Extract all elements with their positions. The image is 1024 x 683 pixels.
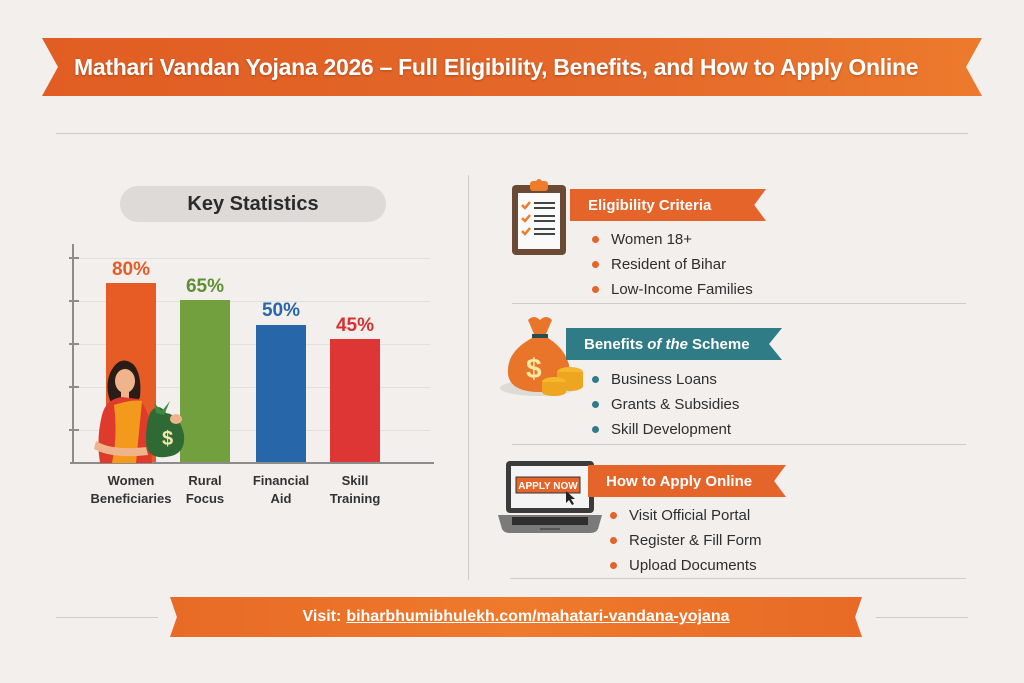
section-divider (512, 444, 966, 445)
bar-rural-focus (180, 300, 230, 463)
gridline (74, 258, 430, 259)
bar-financial-aid (256, 325, 306, 463)
bullet-icon (592, 261, 599, 268)
footer-rule-left (56, 617, 158, 618)
x-label: Women Beneficiaries (90, 473, 172, 506)
list-item: Low-Income Families (592, 277, 753, 302)
list-item: Women 18+ (592, 227, 753, 252)
x-label: Rural Focus (185, 473, 225, 506)
key-statistics-heading: Key Statistics (120, 186, 386, 222)
woman-with-money-bag-icon: $ (94, 360, 185, 463)
column-divider (468, 175, 469, 580)
y-axis (72, 244, 74, 464)
bar-value: 80% (111, 259, 151, 280)
footer-rule-right (876, 617, 968, 618)
bullet-icon (592, 376, 599, 383)
gridline (74, 301, 430, 302)
svg-text:$: $ (526, 353, 542, 384)
apply-ribbon: How to Apply Online (588, 465, 786, 497)
y-tick (69, 257, 79, 259)
laptop-icon: APPLY NOW (498, 461, 602, 533)
list-item: Resident of Bihar (592, 252, 753, 277)
bullet-icon (592, 236, 599, 243)
list-item: Register & Fill Form (610, 528, 762, 553)
bullet-icon (592, 401, 599, 408)
list-item: Grants & Subsidies (592, 392, 739, 417)
x-label: Financial Aid (252, 473, 310, 506)
list-item: Skill Development (592, 417, 739, 442)
apply-list: Visit Official Portal Register & Fill Fo… (610, 503, 762, 578)
svg-text:APPLY NOW: APPLY NOW (518, 481, 578, 492)
svg-text:$: $ (162, 428, 173, 450)
benefits-ribbon: Benefits of the Scheme (566, 328, 782, 360)
y-tick (69, 386, 79, 388)
bar-value: 50% (261, 300, 301, 321)
clipboard-checklist-icon (512, 179, 566, 255)
bar-value: 65% (185, 276, 225, 297)
eligibility-list: Women 18+ Resident of Bihar Low-Income F… (592, 227, 753, 302)
bullet-icon (592, 426, 599, 433)
bullet-icon (610, 512, 617, 519)
footer-prefix: Visit: (302, 608, 342, 625)
top-divider (56, 133, 968, 134)
gridline (74, 344, 430, 345)
page-title: Mathari Vandan Yojana 2026 – Full Eligib… (74, 53, 919, 80)
y-tick (69, 300, 79, 302)
money-bag-icon: $ (500, 317, 583, 396)
bullet-icon (592, 286, 599, 293)
bar-value: 45% (335, 315, 375, 336)
eligibility-ribbon: Eligibility Criteria (570, 189, 766, 221)
gridline (74, 430, 430, 431)
gridline (74, 387, 430, 388)
list-item: Visit Official Portal (610, 503, 762, 528)
bullet-icon (610, 537, 617, 544)
x-axis (70, 462, 434, 464)
y-tick (69, 343, 79, 345)
list-item: Business Loans (592, 367, 739, 392)
bullet-icon (610, 562, 617, 569)
title-banner: Mathari Vandan Yojana 2026 – Full Eligib… (42, 38, 982, 96)
benefits-list: Business Loans Grants & Subsidies Skill … (592, 367, 739, 442)
footer-url-link[interactable]: biharbhumibhulekh.com/mahatari-vandana-y… (346, 608, 730, 625)
bar-skill-training (330, 339, 380, 463)
list-item: Upload Documents (610, 553, 762, 578)
footer-banner: Visit: biharbhumibhulekh.com/mahatari-va… (170, 597, 862, 637)
section-divider (510, 578, 966, 579)
y-tick (69, 429, 79, 431)
x-label: Skill Training (329, 473, 381, 506)
section-divider (512, 303, 966, 304)
